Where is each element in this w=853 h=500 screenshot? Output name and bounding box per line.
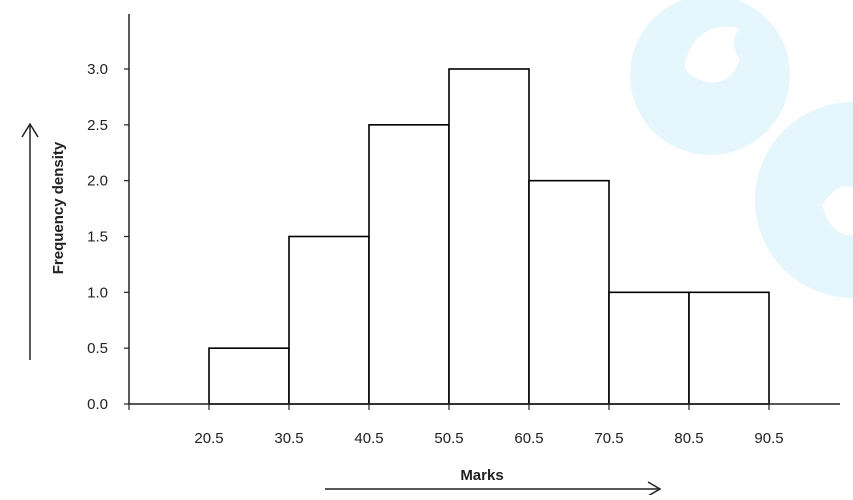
- x-tick-label: 90.5: [754, 430, 783, 447]
- histogram-bar-2: [288, 235, 370, 405]
- y-axis-arrow: [21, 122, 39, 360]
- x-tick-label: 80.5: [674, 430, 703, 447]
- y-tick-label: 2.5: [87, 117, 108, 134]
- histogram-bar-5: [528, 179, 610, 405]
- y-tick-label: 2.0: [87, 173, 108, 190]
- x-axis-title: Marks: [460, 467, 503, 484]
- axes-layer: [128, 14, 840, 405]
- y-tick-label: 1.5: [87, 229, 108, 246]
- y-tick-label: 0.0: [87, 396, 108, 413]
- ticks-layer: 0.0 0.5 1.0 1.5 2.0 2.5 3.0 20.5 30.5 40.5 50.5 60.…: [87, 61, 783, 447]
- histogram-bar-1: [208, 347, 290, 405]
- x-tick-label: 20.5: [194, 430, 223, 447]
- bars-layer: [208, 68, 770, 405]
- histogram-bar-6: [608, 291, 690, 405]
- labels-layer: Marks Frequency density: [50, 141, 504, 484]
- x-tick-label: 50.5: [434, 430, 463, 447]
- x-tick-label: 30.5: [274, 430, 303, 447]
- histogram-bar-7: [688, 291, 770, 405]
- histogram-bar-4: [448, 68, 530, 405]
- x-axis-arrow: [325, 481, 662, 497]
- x-tick-label: 40.5: [354, 430, 383, 447]
- histogram-bar-3: [368, 124, 450, 405]
- arrows-layer: [21, 122, 662, 497]
- y-tick-label: 0.5: [87, 340, 108, 357]
- y-tick-label: 3.0: [87, 61, 108, 78]
- x-tick-label: 70.5: [594, 430, 623, 447]
- y-tick-label: 1.0: [87, 284, 108, 301]
- watermark-logo: [630, 0, 853, 298]
- y-axis-title: Frequency density: [50, 141, 67, 274]
- x-tick-label: 60.5: [514, 430, 543, 447]
